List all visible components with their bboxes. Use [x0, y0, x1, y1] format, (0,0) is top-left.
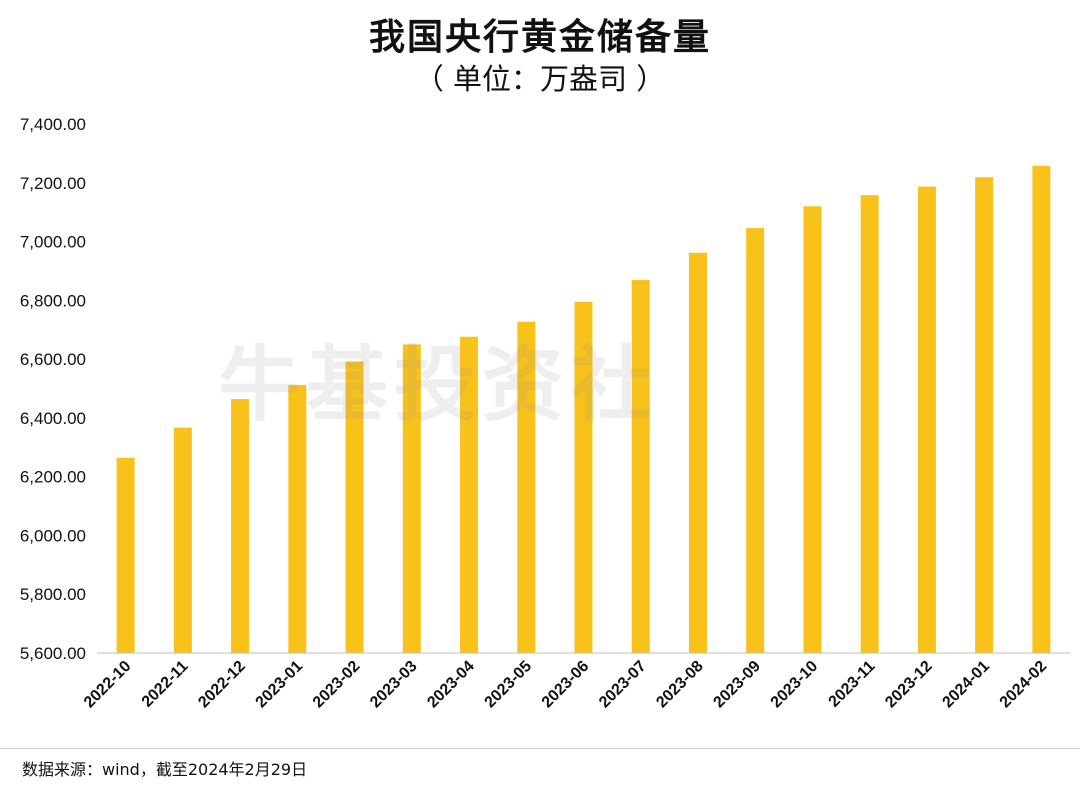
bar-2022-10 — [116, 457, 135, 653]
x-tick-label: 2023-06 — [539, 658, 593, 712]
y-tick-label: 6,400.00 — [20, 409, 86, 428]
x-tick-label: 2023-12 — [882, 658, 936, 712]
x-tick-label: 2022-12 — [195, 658, 249, 712]
y-tick-label: 7,400.00 — [20, 115, 86, 134]
x-tick-label: 2022-10 — [81, 658, 135, 712]
x-tick-label: 2024-01 — [939, 658, 993, 712]
bar-2022-11 — [173, 427, 192, 653]
x-tick-label: 2023-11 — [826, 658, 879, 711]
y-tick-label: 6,200.00 — [20, 468, 86, 487]
bar-2023-01 — [288, 384, 307, 653]
bar-2023-05 — [517, 321, 536, 653]
bar-2024-01 — [975, 177, 994, 653]
bar-2023-10 — [803, 206, 822, 654]
bars — [116, 165, 1051, 654]
bar-2023-07 — [631, 280, 650, 653]
bar-2023-04 — [460, 336, 479, 653]
bar-2023-12 — [917, 186, 936, 653]
bar-2023-03 — [402, 344, 421, 653]
x-tick-label: 2023-02 — [310, 658, 364, 712]
bar-2024-02 — [1032, 165, 1051, 653]
bar-2023-08 — [688, 252, 707, 653]
x-tick-label: 2023-05 — [482, 658, 536, 712]
y-tick-label: 7,200.00 — [20, 174, 86, 193]
y-tick-label: 5,600.00 — [20, 644, 86, 663]
x-tick-label: 2023-08 — [653, 658, 707, 712]
x-tick-label: 2024-02 — [997, 658, 1051, 712]
y-tick-label: 5,800.00 — [20, 585, 86, 604]
y-tick-label: 6,600.00 — [20, 350, 86, 369]
y-axis-labels: 5,600.00 5,800.00 6,000.00 6,200.00 6,400.00… — [20, 115, 86, 663]
y-tick-label: 6,000.00 — [20, 526, 86, 545]
divider — [0, 748, 1080, 749]
x-tick-label: 2023-10 — [768, 658, 822, 712]
x-tick-label: 2022-11 — [139, 658, 192, 711]
chart-title: 我国央行黄金储备量 — [368, 17, 711, 58]
bar-2023-06 — [574, 301, 593, 653]
bar-2023-02 — [345, 361, 364, 653]
source-note: 数据来源：wind，截至2024年2月29日 — [22, 760, 308, 779]
bar-chart: 5,600.00 5,800.00 6,000.00 6,200.00 6,400.00… — [20, 115, 1070, 712]
x-tick-label: 2023-01 — [253, 658, 307, 712]
y-tick-label: 7,000.00 — [20, 233, 86, 252]
x-tick-label: 2023-07 — [596, 658, 650, 712]
x-axis-labels: 2022-10 2022-11 2022-12 2023-01 2023-02 2023-… — [81, 658, 1050, 712]
x-tick-label: 2023-09 — [710, 658, 764, 712]
bar-2023-11 — [860, 195, 879, 654]
x-tick-label: 2023-03 — [367, 658, 421, 712]
chart-subtitle: （ 单位：万盎司 ） — [414, 62, 666, 96]
y-tick-label: 6,800.00 — [20, 291, 86, 310]
bar-2023-09 — [746, 228, 765, 653]
bar-2022-12 — [231, 399, 250, 653]
x-tick-label: 2023-04 — [424, 658, 478, 712]
